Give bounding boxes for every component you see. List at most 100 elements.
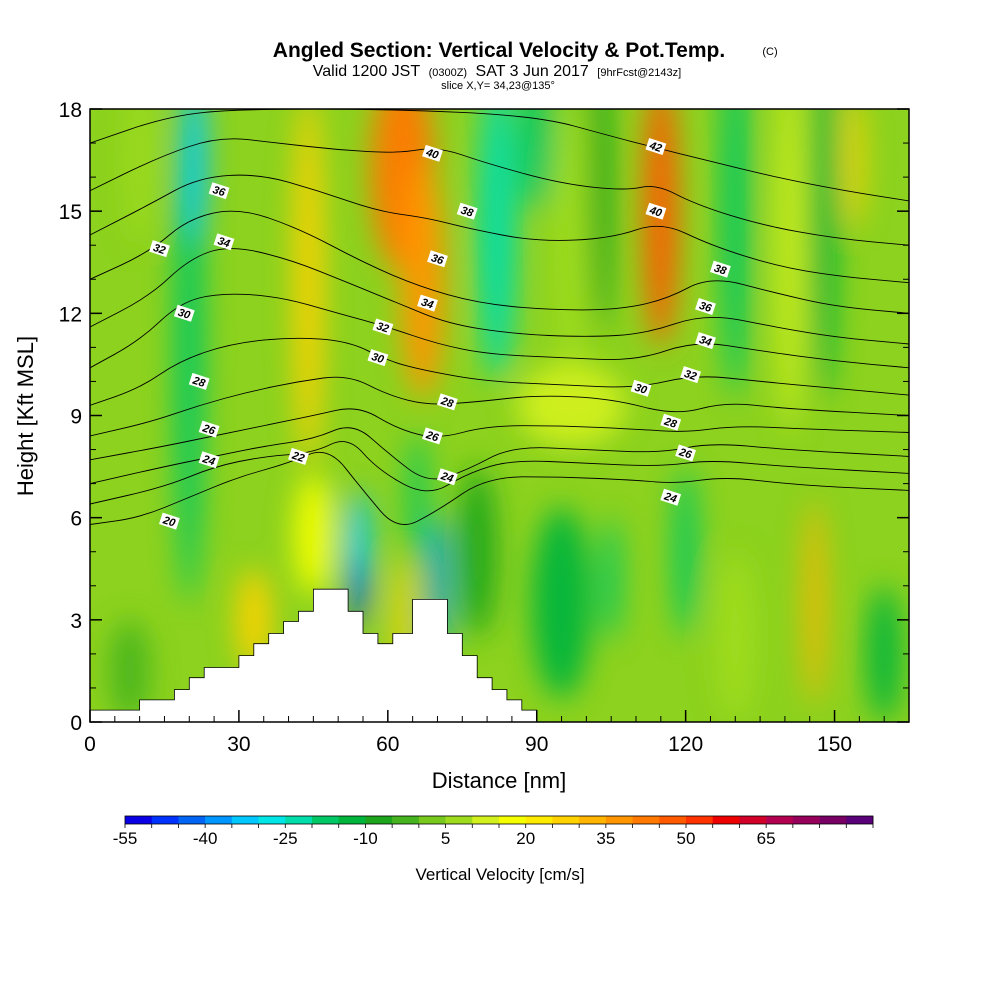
velocity-cell: [845, 109, 864, 229]
isentrope-36: [90, 210, 909, 314]
contour-label-text: 22: [290, 449, 306, 465]
colorbar-swatch: [739, 816, 767, 824]
colorbar-swatch: [605, 816, 633, 824]
contour-label-box: [709, 260, 731, 278]
colorbar-label: -55: [113, 829, 138, 848]
contour-label: 28: [436, 393, 458, 411]
contour-label-box: [367, 349, 389, 367]
y-axis-label: Height [Kft MSL]: [13, 336, 38, 496]
colorbar-swatch: [125, 816, 153, 824]
forecast-label: [9hrFcst@2143z]: [597, 67, 681, 79]
colorbar: [124, 815, 874, 828]
contour-label-text: 40: [424, 146, 441, 162]
chart-subtitle: Valid 1200 JST (0300Z) SAT 3 Jun 2017 [9…: [313, 63, 681, 80]
contour-label-text: 26: [424, 429, 441, 445]
velocity-cell: [804, 500, 825, 705]
contour-label-text: 42: [647, 140, 663, 156]
contour-label: 24: [660, 488, 682, 506]
contour-label-text: 24: [662, 490, 678, 506]
contour-label-text: 28: [190, 374, 207, 390]
x-tick-label: 30: [227, 733, 250, 756]
contour-label-box: [680, 366, 702, 384]
colorbar-swatch: [285, 816, 313, 824]
colorbar-swatch: [525, 816, 553, 824]
velocity-cell: [516, 364, 627, 447]
y-tick-label: 0: [70, 712, 82, 735]
contour-label-box: [198, 420, 220, 438]
contour-label: 40: [645, 202, 667, 220]
velocity-cell: [554, 109, 589, 382]
contour-label-text: 38: [712, 262, 728, 277]
contour-label-text: 36: [211, 184, 227, 199]
slice-label: slice X,Y= 34,23@135°: [441, 80, 555, 92]
velocity-cell: [601, 517, 622, 641]
colorbar-swatch: [579, 816, 607, 824]
contour-label-box: [660, 488, 682, 506]
contour-label-box: [417, 294, 438, 312]
colorbar-swatch: [445, 816, 473, 824]
velocity-cell: [519, 109, 555, 212]
contour-label: 36: [208, 182, 230, 200]
plot-area: 20 22 24 26 28 30 32 34 36 40 38 36 34 32 30 28 26 24 42 40…: [90, 109, 909, 722]
y-tick-label: 6: [70, 508, 82, 531]
isentrope-contours: [90, 109, 909, 525]
isentrope-22: [90, 441, 909, 505]
contour-label-box: [427, 250, 448, 268]
colorbar-label: 20: [516, 829, 535, 848]
x-axis: 0 30 60 90 120 150: [84, 710, 885, 756]
contour-label-box: [436, 468, 458, 486]
contour-label-box: [213, 233, 235, 251]
contour-label-box: [188, 372, 210, 390]
contour-label-text: 24: [438, 470, 454, 486]
contour-label: 38: [456, 202, 478, 220]
velocity-cell: [293, 473, 334, 596]
colorbar-swatch: [552, 816, 580, 824]
contour-label: 26: [198, 420, 220, 438]
contour-label-box: [645, 138, 667, 155]
isentrope-40: [90, 138, 909, 246]
velocity-cell: [109, 619, 150, 722]
contour-label-text: 24: [200, 453, 216, 469]
x-tick-label: 60: [376, 733, 399, 756]
contour-label: 22: [288, 447, 309, 465]
contour-label: 36: [695, 298, 716, 315]
contour-labels: 20 22 24 26 28 30 32 34 36 40 38 36 34 32 30 28 26 24 42 40…: [149, 138, 731, 530]
chart-title: Angled Section: Vertical Velocity & Pot.…: [273, 39, 725, 62]
contour-label-box: [422, 144, 443, 162]
contour-label: 20: [158, 512, 180, 530]
isentrope-20: [90, 451, 909, 525]
contour-label-box: [288, 447, 309, 465]
contour-label-box: [695, 332, 716, 350]
valid-time: Valid 1200 JST: [313, 63, 421, 80]
velocity-cell: [812, 109, 838, 399]
contour-label-box: [436, 393, 458, 411]
isentrope-32: [90, 293, 909, 369]
isentrope-26: [90, 408, 909, 461]
colorbar-swatch: [792, 816, 820, 824]
contour-label: 40: [422, 144, 443, 162]
x-tick-label: 90: [525, 733, 548, 756]
colorbar-swatch: [258, 816, 286, 824]
contour-label: 24: [436, 468, 458, 486]
contour-label-text: 30: [176, 307, 192, 322]
isentrope-38: [90, 174, 909, 284]
contour-label-text: 36: [430, 252, 446, 267]
contour-label-text: 26: [677, 446, 694, 462]
velocity-cell: [777, 109, 803, 433]
contour-label: 38: [709, 260, 731, 278]
velocity-cell: [350, 558, 366, 627]
contour-label-text: 38: [459, 205, 475, 220]
contour-label-box: [645, 202, 667, 220]
colorbar-swatch: [365, 816, 393, 824]
contour-label: 24: [198, 451, 220, 469]
contour-label: 34: [213, 233, 235, 251]
contour-label: 26: [675, 444, 697, 462]
colorbar-swatch: [846, 816, 874, 824]
colorbar-swatch: [338, 816, 366, 824]
colorbar-swatch: [819, 816, 847, 824]
velocity-cell: [643, 109, 679, 348]
contour-label: 30: [173, 304, 195, 322]
colorbar-swatch: [659, 816, 687, 824]
colorbar-swatch: [712, 816, 740, 824]
contour-label-box: [660, 413, 682, 431]
